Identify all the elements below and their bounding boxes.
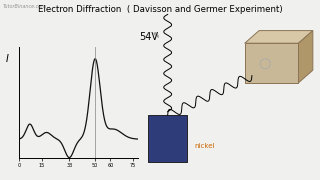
Polygon shape — [299, 31, 313, 83]
Circle shape — [227, 82, 235, 89]
Text: I: I — [6, 54, 9, 64]
Bar — [148, 115, 188, 162]
Text: ✎: ✎ — [152, 31, 159, 40]
Text: TutorBinance.com: TutorBinance.com — [3, 4, 47, 9]
Circle shape — [179, 104, 187, 112]
Circle shape — [212, 89, 220, 97]
Text: 54V: 54V — [139, 32, 158, 42]
Circle shape — [196, 96, 204, 104]
Text: nickel: nickel — [195, 143, 215, 149]
Text: Electron Diffraction  ( Davisson and Germer Experiment): Electron Diffraction ( Davisson and Germ… — [38, 5, 282, 14]
Bar — [245, 43, 299, 83]
Polygon shape — [245, 31, 313, 43]
